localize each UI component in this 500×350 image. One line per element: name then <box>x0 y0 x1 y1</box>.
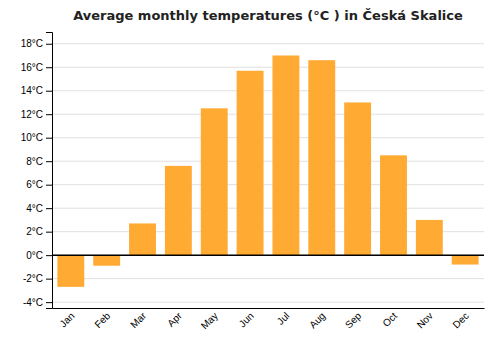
bar <box>93 255 120 266</box>
grid-line <box>52 67 484 68</box>
y-tick: 4°C <box>26 203 52 214</box>
y-tick: 2°C <box>26 226 52 237</box>
grid-line <box>52 184 484 185</box>
grid-line <box>52 302 484 303</box>
y-tick-mark <box>46 114 52 115</box>
y-tick: 8°C <box>26 156 52 167</box>
x-tick-label: Jul <box>275 310 292 327</box>
y-axis: -4°C -2°C 0°C 2°C 4°C 6°C 8°C 10°C 12°C 14°C 16°C 1… <box>21 33 53 309</box>
y-tick-mark <box>46 208 52 209</box>
grid-line <box>52 114 484 115</box>
zero-line <box>52 254 484 256</box>
x-tick: Apr <box>165 310 184 329</box>
x-tick-label: Nov <box>415 310 435 330</box>
y-tick-mark <box>46 232 52 233</box>
grid-line <box>52 161 484 162</box>
bar <box>201 108 228 255</box>
y-tick-label: 16°C <box>21 62 43 73</box>
y-tick-label: -2°C <box>23 273 43 284</box>
x-tick: Sep <box>343 310 364 331</box>
y-tick-mark <box>46 138 52 139</box>
y-tick-mark <box>46 44 52 45</box>
y-tick-mark <box>46 67 52 68</box>
x-tick: Feb <box>92 310 112 330</box>
bar <box>380 155 407 255</box>
y-tick-label: 6°C <box>26 179 43 190</box>
x-tick: Nov <box>415 310 435 330</box>
y-tick-mark <box>46 255 52 256</box>
y-tick-mark <box>46 185 52 186</box>
x-tick-label: Feb <box>92 310 112 330</box>
y-tick: 12°C <box>21 109 52 120</box>
y-tick-label: 10°C <box>21 132 43 143</box>
bar <box>416 220 443 255</box>
bars <box>57 55 478 286</box>
y-tick-label: 8°C <box>26 156 43 167</box>
y-tick: 14°C <box>21 85 52 96</box>
x-tick-label: Sep <box>343 310 364 331</box>
grid <box>52 44 484 302</box>
x-tick: Jun <box>237 310 256 329</box>
x-tick: Jan <box>57 310 76 329</box>
title: Average monthly temperatures (°C ) in Če… <box>73 8 463 23</box>
x-tick: Oct <box>380 310 399 329</box>
y-tick-label: 2°C <box>26 226 43 237</box>
y-tick: 0°C <box>26 250 52 261</box>
bar <box>57 255 84 287</box>
grid-line <box>52 255 484 256</box>
bar <box>344 102 371 255</box>
grid-line <box>52 43 484 44</box>
x-tick: Mar <box>128 310 148 330</box>
y-tick-label: 0°C <box>26 250 43 261</box>
x-tick: Aug <box>307 310 327 330</box>
grid-line <box>52 137 484 138</box>
grid-line <box>52 208 484 209</box>
y-tick: 16°C <box>21 62 52 73</box>
bar <box>129 223 156 255</box>
y-tick-label: 4°C <box>26 203 43 214</box>
x-tick-label: May <box>199 310 220 331</box>
y-axis-line <box>46 33 53 309</box>
x-tick-label: Apr <box>165 310 184 329</box>
y-tick: -4°C <box>23 297 52 308</box>
grid-line <box>52 90 484 91</box>
y-tick: 6°C <box>26 179 52 190</box>
x-axis-line <box>53 308 485 309</box>
y-tick: 18°C <box>21 38 52 49</box>
x-tick-label: Dec <box>450 310 470 330</box>
x-tick: May <box>199 310 220 331</box>
y-tick: 10°C <box>21 132 52 143</box>
y-tick-mark <box>46 302 52 303</box>
x-tick: Dec <box>450 310 470 330</box>
x-tick-label: Jan <box>57 310 76 329</box>
x-tick-label: Oct <box>380 310 399 329</box>
bar <box>452 255 479 264</box>
plot: -4°C -2°C 0°C 2°C 4°C 6°C 8°C 10°C 12°C 14°C 16°C 1… <box>21 33 485 332</box>
y-tick: -2°C <box>23 273 52 284</box>
grid-line <box>52 278 484 279</box>
chart: -4°C -2°C 0°C 2°C 4°C 6°C 8°C 10°C 12°C 14°C 16°C 1… <box>0 0 500 350</box>
y-tick-label: 12°C <box>21 109 43 120</box>
y-tick-label: -4°C <box>23 297 43 308</box>
y-tick-label: 14°C <box>21 85 43 96</box>
y-tick-mark <box>46 279 52 280</box>
x-tick: Jul <box>275 310 292 327</box>
x-axis: Jan Feb Mar Apr May Jun Jul Aug Sep Oct Nov Dec <box>53 309 485 332</box>
y-tick-label: 18°C <box>21 38 43 49</box>
x-tick-label: Jun <box>237 310 256 329</box>
bar <box>237 71 264 255</box>
bar <box>165 166 192 255</box>
x-tick-label: Mar <box>128 310 148 330</box>
x-tick-label: Aug <box>307 310 327 330</box>
bar <box>272 55 299 255</box>
y-tick-mark <box>46 161 52 162</box>
bar <box>308 60 335 255</box>
y-tick-mark <box>46 91 52 92</box>
